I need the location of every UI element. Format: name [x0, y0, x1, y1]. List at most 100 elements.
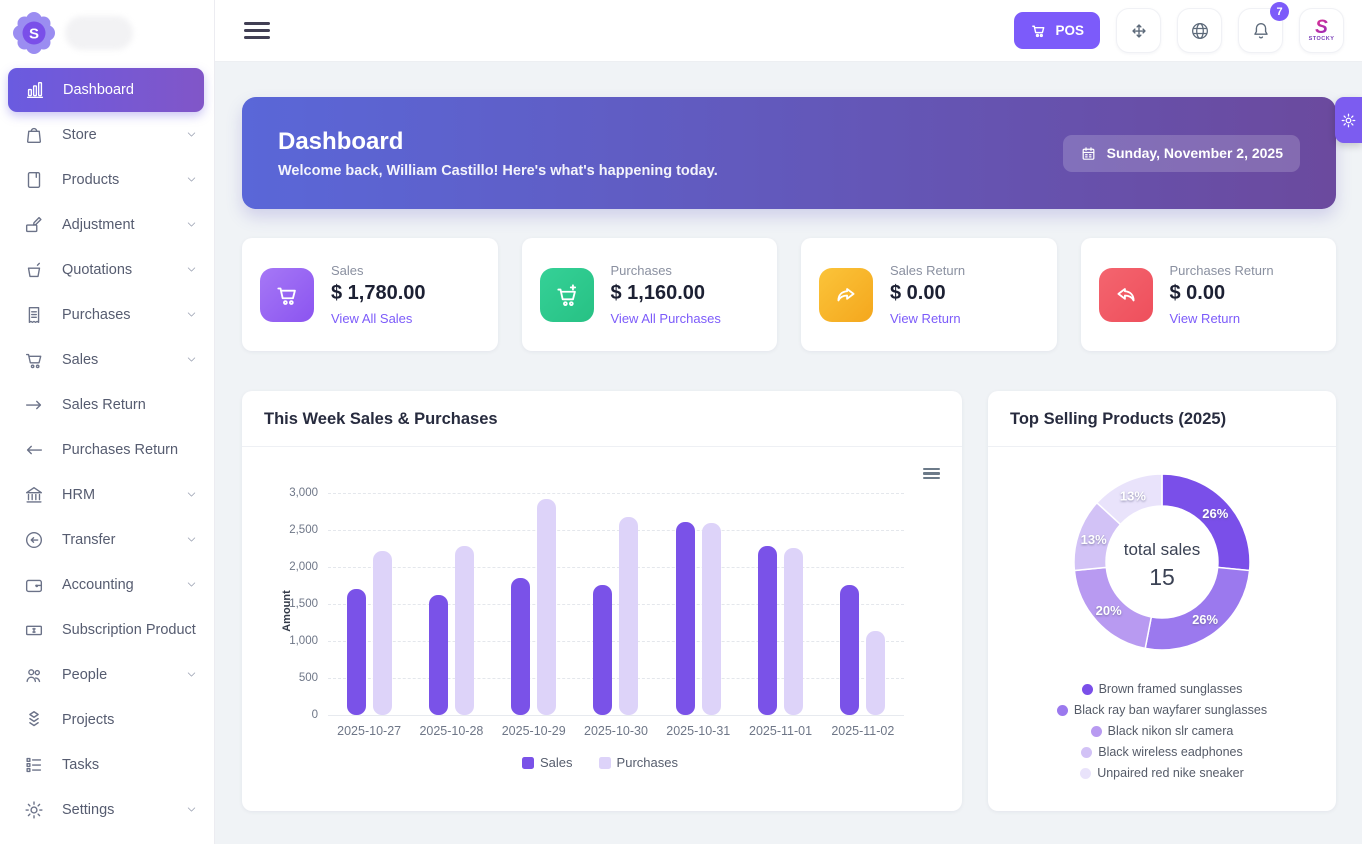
app-logo-icon: S — [13, 12, 55, 54]
legend-item-unpaired-red-nike-sneaker[interactable]: Unpaired red nike sneaker — [988, 763, 1336, 784]
donut-center-label: total sales — [1124, 540, 1201, 559]
sidebar-item-sales[interactable]: Sales — [0, 337, 214, 382]
arrow-right-icon — [23, 394, 45, 416]
sidebar-item-purchases[interactable]: Purchases — [0, 292, 214, 337]
chevron-down-icon — [185, 263, 198, 276]
legend-label: Purchases — [616, 755, 678, 770]
sidebar-item-adjustment[interactable]: Adjustment — [0, 202, 214, 247]
bar-sales-2025-10-29[interactable] — [511, 578, 531, 715]
y-tick: 2,000 — [289, 561, 318, 573]
hamburger-menu-icon[interactable] — [244, 17, 270, 43]
x-tick: 2025-10-31 — [666, 724, 731, 738]
sidebar-item-accounting[interactable]: Accounting — [0, 562, 214, 607]
sidebar-item-label: Accounting — [62, 576, 134, 593]
sidebar-item-sales-return[interactable]: Sales Return — [0, 382, 214, 427]
bar-purchases-2025-10-29[interactable] — [537, 499, 557, 715]
bar-sales-2025-10-30[interactable] — [593, 585, 613, 715]
share-arrow-icon — [819, 267, 873, 322]
bar-purchases-2025-10-31[interactable] — [701, 523, 721, 715]
fullscreen-button[interactable] — [1116, 8, 1161, 53]
purchases-icon — [23, 304, 45, 326]
legend-label: Unpaired red nike sneaker — [1097, 766, 1244, 780]
bar-sales-2025-10-31[interactable] — [675, 522, 695, 715]
view-all-sales-link[interactable]: View All Sales — [331, 311, 413, 326]
donut-slice-unpaired-red-nike-sneaker[interactable] — [1095, 473, 1163, 526]
bar-sales-2025-11-01[interactable] — [758, 546, 778, 715]
language-button[interactable] — [1177, 8, 1222, 53]
sidebar-item-purchases-return[interactable]: Purchases Return — [0, 427, 214, 472]
view-return-link[interactable]: View Return — [1169, 311, 1241, 326]
sidebar-item-transfer[interactable]: Transfer — [0, 517, 214, 562]
donut-pct-label: 13% — [1120, 489, 1146, 504]
bar-purchases-2025-10-30[interactable] — [619, 517, 639, 715]
legend-item-black-wireless-eadphones[interactable]: Black wireless eadphones — [988, 742, 1336, 763]
sidebar-item-products[interactable]: Products — [0, 157, 214, 202]
legend-dot — [1081, 747, 1093, 758]
sidebar-item-quotations[interactable]: Quotations — [0, 247, 214, 292]
sidebar-item-projects[interactable]: Projects — [0, 697, 214, 742]
reply-arrow-icon — [1098, 267, 1153, 322]
cart-icon — [1032, 25, 1045, 38]
settings-icon — [23, 799, 45, 821]
x-tick: 2025-10-29 — [501, 724, 566, 738]
sidebar-item-people[interactable]: People — [0, 652, 214, 697]
globe-icon — [1191, 22, 1208, 39]
bar-purchases-2025-11-01[interactable] — [784, 548, 804, 715]
x-tick: 2025-11-02 — [831, 724, 895, 738]
bar-purchases-2025-10-28[interactable] — [454, 546, 474, 715]
legend-item-black-ray-ban-wayfarer-sunglasses[interactable]: Black ray ban wayfarer sunglasses — [988, 700, 1336, 721]
chevron-down-icon — [185, 578, 198, 591]
donut-chart-body: 26% 26% 20% 13% 13% total sales 15 Brown frame… — [988, 447, 1336, 784]
theme-settings-tab[interactable] — [1335, 97, 1362, 143]
chevron-down-icon — [185, 128, 198, 141]
quotations-icon — [23, 259, 45, 281]
sidebar-item-label: Purchases — [62, 306, 131, 323]
adjustment-icon — [23, 214, 45, 236]
bar-sales-2025-11-02[interactable] — [840, 585, 860, 715]
chart-menu-icon[interactable] — [923, 465, 940, 482]
sidebar-item-tasks[interactable]: Tasks — [0, 742, 214, 787]
pos-button[interactable]: POS — [1014, 12, 1100, 49]
gridline — [328, 604, 904, 605]
products-icon — [23, 169, 45, 191]
stat-value: $ 1,780.00 — [331, 282, 426, 304]
legend-item-brown-framed-sunglasses[interactable]: Brown framed sunglasses — [988, 679, 1336, 700]
sidebar-item-hrm[interactable]: HRM — [0, 472, 214, 517]
stats-row: Sales $ 1,780.00 View All Sales Purchases $ … — [242, 238, 1336, 351]
sidebar-item-subscription-product[interactable]: Subscription Product — [0, 607, 214, 652]
view-return-link[interactable]: View Return — [890, 311, 961, 326]
notifications-button[interactable]: 7 — [1238, 2, 1289, 53]
sidebar-logo-row: S — [0, 0, 214, 66]
bar-sales-2025-10-27[interactable] — [346, 589, 366, 715]
sidebar-item-settings[interactable]: Settings — [0, 787, 214, 832]
legend-item-sales[interactable]: Sales — [522, 755, 573, 770]
stat-value: $ 0.00 — [890, 282, 946, 304]
bar-group-2025-10-31 — [657, 493, 739, 715]
bar-chart-title: This Week Sales & Purchases — [242, 391, 962, 447]
bar-purchases-2025-11-02[interactable] — [866, 631, 886, 715]
chevron-down-icon — [185, 218, 198, 231]
gridline — [328, 530, 904, 531]
legend-label: Black wireless eadphones — [1098, 745, 1243, 759]
donut-chart: 26% 26% 20% 13% 13% total sales 15 — [1073, 473, 1251, 651]
bar-purchases-2025-10-27[interactable] — [372, 551, 392, 715]
sidebar-item-store[interactable]: Store — [0, 112, 214, 157]
sidebar-item-label: People — [62, 666, 108, 683]
gridline — [328, 493, 904, 494]
legend-item-purchases[interactable]: Purchases — [598, 755, 678, 770]
sales-icon — [23, 349, 45, 371]
stat-label: Purchases Return — [1169, 263, 1274, 278]
view-all-purchases-link[interactable]: View All Purchases — [610, 311, 721, 326]
legend-dot — [1056, 705, 1068, 716]
sidebar-item-dashboard[interactable]: Dashboard — [8, 68, 204, 112]
welcome-banner: Dashboard Welcome back, William Castillo… — [242, 97, 1336, 209]
bar-sales-2025-10-28[interactable] — [428, 595, 448, 715]
sidebar-item-label: Dashboard — [63, 82, 134, 98]
cart-icon — [260, 267, 314, 322]
x-axis-labels: 2025-10-27 2025-10-28 2025-10-29 2025-10-30… — [328, 724, 904, 738]
stocky-logo-button[interactable]: S STOCKY — [1299, 8, 1344, 53]
welcome-message: Welcome back, William Castillo! Here's w… — [278, 162, 718, 179]
legend-label: Black ray ban wayfarer sunglasses — [1073, 703, 1268, 717]
gridline — [328, 678, 904, 679]
legend-item-black-nikon-slr-camera[interactable]: Black nikon slr camera — [988, 721, 1336, 742]
